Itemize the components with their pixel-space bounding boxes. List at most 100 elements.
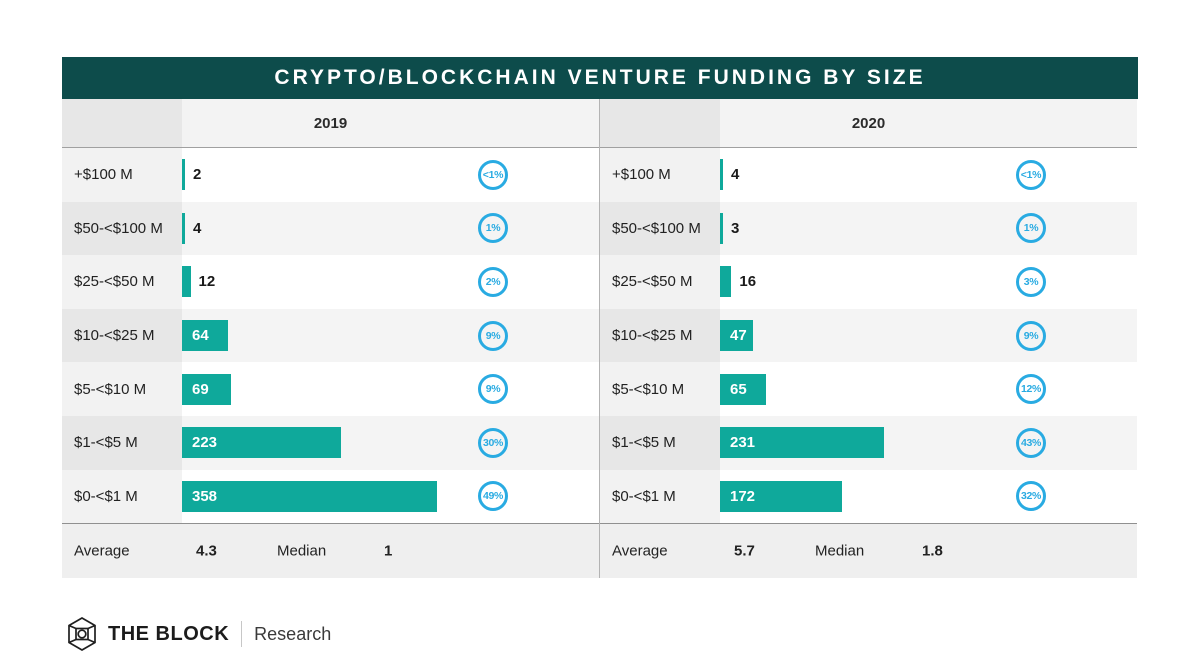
table-row: $1-<$5 M 223 30% bbox=[62, 415, 599, 470]
bar-zone: 16 bbox=[720, 255, 1137, 309]
percent-circle: 30% bbox=[478, 427, 508, 458]
brand-sub-research: Research bbox=[254, 623, 332, 644]
category-label: $50-<$100 M bbox=[62, 201, 182, 256]
value-bar: 47 bbox=[720, 320, 754, 352]
bar-zone: 223 bbox=[182, 416, 599, 470]
bar-zone: 172 bbox=[720, 470, 1137, 524]
percent-circle: 32% bbox=[1016, 481, 1046, 512]
percent-value: 49% bbox=[482, 490, 504, 503]
year-label-2020: 2020 bbox=[851, 114, 886, 132]
category-label: $25-<$50 M bbox=[62, 255, 182, 309]
percent-value: 1% bbox=[485, 222, 501, 235]
chart-title-bar: CRYPTO/BLOCKCHAIN VENTURE FUNDING BY SIZ… bbox=[62, 57, 1138, 99]
table-row: $50-<$100 M 3 1% bbox=[600, 201, 1137, 256]
bar-zone: 4 bbox=[182, 202, 599, 256]
percent-circle: 9% bbox=[478, 374, 508, 405]
rows-2019: +$100 M 2 <1% $50-<$100 M 4 1% $25-<$50 M 12 2% $… bbox=[62, 148, 599, 524]
percent-circle: 12% bbox=[1016, 374, 1046, 405]
percent-value: 9% bbox=[485, 329, 501, 342]
percent-value: 2% bbox=[485, 275, 501, 288]
year-label-2019: 2019 bbox=[313, 114, 348, 132]
category-label: $5-<$10 M bbox=[600, 362, 720, 416]
bar-zone: 69 bbox=[182, 362, 599, 416]
bar-zone: 3 bbox=[720, 202, 1137, 256]
median-label: Median bbox=[815, 542, 865, 560]
bar-value: 358 bbox=[192, 487, 218, 505]
header-label-spacer bbox=[600, 99, 720, 147]
brand-name: THE BLOCK bbox=[108, 622, 230, 645]
table-row: $25-<$50 M 16 3% bbox=[600, 255, 1137, 309]
value-bar bbox=[182, 159, 185, 191]
bar-value: 3 bbox=[731, 219, 740, 237]
bar-zone: 12 bbox=[182, 255, 599, 309]
rows-2020: +$100 M 4 <1% $50-<$100 M 3 1% $25-<$50 M 16 3% $… bbox=[600, 148, 1137, 524]
value-bar: 64 bbox=[182, 320, 228, 352]
header-content bbox=[182, 99, 599, 147]
stats-row-2020: Average 5.7 Median 1.8 bbox=[600, 523, 1137, 579]
percent-value: 43% bbox=[1020, 436, 1042, 449]
category-label: $5-<$10 M bbox=[62, 362, 182, 416]
table-row: $5-<$10 M 69 9% bbox=[62, 362, 599, 416]
average-label: Average bbox=[612, 542, 668, 560]
brand-footer: THE BLOCK Research bbox=[66, 614, 331, 654]
percent-value: <1% bbox=[1020, 168, 1042, 181]
table-row: $50-<$100 M 4 1% bbox=[62, 201, 599, 256]
bar-value: 4 bbox=[731, 166, 740, 184]
percent-circle: 43% bbox=[1016, 427, 1046, 458]
bar-zone: 358 bbox=[182, 470, 599, 524]
percent-value: 9% bbox=[1023, 329, 1039, 342]
year-panel-2020: 2020 +$100 M 4 <1% $50-<$100 M 3 1% $25-<$50 M… bbox=[599, 99, 1137, 579]
bar-zone: 65 bbox=[720, 362, 1137, 416]
category-label: $25-<$50 M bbox=[600, 255, 720, 309]
stats-row-2019: Average 4.3 Median 1 bbox=[62, 523, 599, 579]
bar-value: 223 bbox=[192, 434, 218, 452]
bar-zone: 47 bbox=[720, 309, 1137, 363]
category-label: $1-<$5 M bbox=[62, 415, 182, 470]
funding-chart: CRYPTO/BLOCKCHAIN VENTURE FUNDING BY SIZ… bbox=[62, 57, 1138, 579]
percent-circle: 1% bbox=[1016, 213, 1046, 244]
table-row: $10-<$25 M 47 9% bbox=[600, 308, 1137, 363]
percent-circle: 1% bbox=[478, 213, 508, 244]
value-bar: 223 bbox=[182, 427, 341, 459]
table-row: $10-<$25 M 64 9% bbox=[62, 308, 599, 363]
table-row: +$100 M 2 <1% bbox=[62, 148, 599, 202]
table-row: $0-<$1 M 358 49% bbox=[62, 469, 599, 524]
value-bar: 69 bbox=[182, 373, 232, 405]
percent-value: <1% bbox=[482, 168, 504, 181]
header-label-spacer bbox=[62, 99, 182, 147]
chart-table: 2019 +$100 M 2 <1% $50-<$100 M 4 1% $25-<$50 M… bbox=[62, 99, 1138, 579]
bar-value: 69 bbox=[192, 380, 209, 398]
percent-value: 1% bbox=[1023, 222, 1039, 235]
percent-circle: 9% bbox=[1016, 320, 1046, 351]
category-label: +$100 M bbox=[600, 148, 720, 202]
value-bar: 358 bbox=[182, 480, 437, 512]
percent-value: 3% bbox=[1023, 275, 1039, 288]
cube-hexagon-icon bbox=[68, 617, 96, 651]
chart-title: CRYPTO/BLOCKCHAIN VENTURE FUNDING BY SIZ… bbox=[274, 66, 926, 89]
table-row: $5-<$10 M 65 12% bbox=[600, 362, 1137, 416]
percent-value: 30% bbox=[482, 436, 504, 449]
value-bar bbox=[720, 159, 723, 191]
value-bar bbox=[720, 212, 723, 244]
category-label: $1-<$5 M bbox=[600, 415, 720, 470]
category-label: $0-<$1 M bbox=[62, 469, 182, 524]
bar-value: 231 bbox=[730, 434, 756, 452]
median-label: Median bbox=[277, 542, 327, 560]
average-value: 5.7 bbox=[734, 542, 755, 560]
bar-zone: 64 bbox=[182, 309, 599, 363]
bar-value: 65 bbox=[730, 380, 747, 398]
value-bar bbox=[182, 212, 185, 244]
value-bar: 231 bbox=[720, 427, 885, 459]
year-panel-2019: 2019 +$100 M 2 <1% $50-<$100 M 4 1% $25-<$50 M… bbox=[62, 99, 599, 579]
percent-circle: 49% bbox=[478, 481, 508, 512]
value-bar bbox=[720, 266, 732, 298]
percent-circle: 9% bbox=[478, 320, 508, 351]
table-row: $0-<$1 M 172 32% bbox=[600, 469, 1137, 524]
year-header-row-2020: 2020 bbox=[600, 99, 1137, 148]
bar-value: 16 bbox=[739, 273, 757, 291]
category-label: $0-<$1 M bbox=[600, 469, 720, 524]
average-label: Average bbox=[74, 542, 130, 560]
value-bar: 65 bbox=[720, 373, 767, 405]
value-bar: 172 bbox=[720, 480, 843, 512]
